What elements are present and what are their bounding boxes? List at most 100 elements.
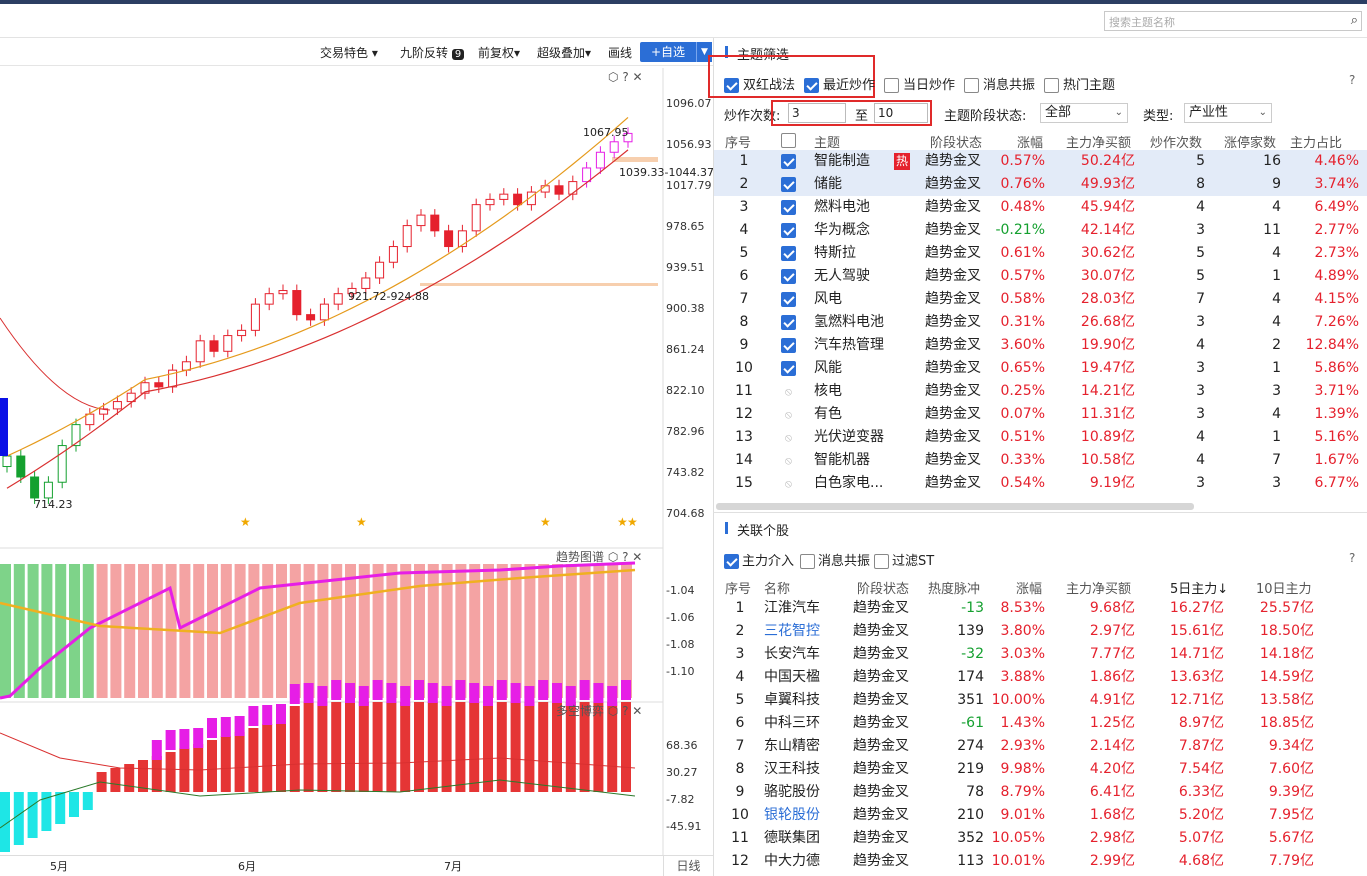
col-header[interactable]: 5日主力↓ [1170, 582, 1229, 597]
row-checkbox[interactable] [781, 177, 796, 192]
stock-name[interactable]: 中国天楹 [764, 669, 820, 685]
stock-name[interactable]: 中大力德 [764, 853, 820, 869]
stock-filter-1[interactable]: 消息共振 [800, 550, 870, 569]
type-select[interactable]: 产业性 ⌄ [1184, 103, 1272, 123]
help-icon[interactable]: ? [1349, 73, 1356, 87]
theme-search-input[interactable]: 搜索主题名称 ⌕ [1104, 11, 1362, 31]
theme-row[interactable]: 9 汽车热管理 趋势金叉 3.60% 19.90亿 4 2 12.84% [739, 337, 1359, 353]
theme-row[interactable]: 1 智能制造热趋势金叉 0.57% 50.24亿 5 16 4.46% [714, 150, 1367, 173]
stage-select[interactable]: 全部 ⌄ [1040, 103, 1128, 123]
row-checkbox[interactable] [781, 315, 796, 330]
stock-name[interactable]: 中科三环 [764, 715, 820, 731]
col-header[interactable]: 主力占比 [1290, 136, 1343, 151]
col-header[interactable]: 名称 [764, 582, 791, 597]
row-checkbox[interactable] [781, 154, 796, 169]
theme-row[interactable]: 6 无人驾驶 趋势金叉 0.57% 30.07亿 5 1 4.89% [739, 268, 1359, 284]
checkbox[interactable] [800, 554, 815, 569]
stock-row[interactable]: 2 三花智控 趋势金叉 139 3.80% 2.97亿 15.61亿 18.50亿 [714, 620, 1367, 643]
col-header[interactable]: 涨幅 [1017, 136, 1044, 151]
theme-row[interactable]: 3 燃料电池 趋势金叉 0.48% 45.94亿 4 4 6.49% [739, 199, 1359, 215]
col-header[interactable]: 主力净买额 [1066, 582, 1132, 597]
theme-row[interactable]: 14 ⦸ 智能机器 趋势金叉 0.33% 10.58亿 4 7 1.67% [735, 452, 1359, 468]
help-icon[interactable]: ? [1349, 551, 1356, 565]
horizontal-scrollbar[interactable] [716, 503, 1194, 510]
checkbox[interactable] [1044, 78, 1059, 93]
filter-3[interactable]: 消息共振 [964, 74, 1035, 93]
filter-2[interactable]: 当日炒作 [884, 74, 955, 93]
theme-row[interactable]: 13 ⦸ 光伏逆变器 趋势金叉 0.51% 10.89亿 4 1 5.16% [735, 429, 1359, 445]
count-from-input[interactable]: 3 [788, 103, 846, 123]
filter-4[interactable]: 热门主题 [1044, 74, 1115, 93]
stock-name[interactable]: 骆驼股份 [764, 784, 820, 800]
col-header[interactable]: 主题 [814, 136, 841, 151]
checkbox[interactable] [874, 554, 889, 569]
col-header[interactable]: 序号 [725, 582, 752, 597]
overlay-menu[interactable]: 超级叠加▾ [537, 46, 592, 60]
theme-row[interactable]: 8 氢燃料电池 趋势金叉 0.31% 26.68亿 3 4 7.26% [739, 314, 1359, 330]
checkbox[interactable] [964, 78, 979, 93]
row-checkbox[interactable] [781, 246, 796, 261]
row-checkbox[interactable] [781, 292, 796, 307]
theme-row[interactable]: 15 ⦸ 白色家电... 趋势金叉 0.54% 9.19亿 3 3 6.77% [735, 475, 1359, 491]
stock-name[interactable]: 东山精密 [764, 738, 820, 754]
checkbox[interactable] [804, 78, 819, 93]
checkbox[interactable] [724, 78, 739, 93]
draw-line-button[interactable]: 画线 [608, 46, 633, 60]
stock-row[interactable]: 6 中科三环 趋势金叉 -61 1.43% 1.25亿 8.97亿 18.85亿 [714, 712, 1367, 735]
row-checkbox[interactable] [781, 200, 796, 215]
col-header[interactable]: 主力净买额 [1066, 136, 1132, 151]
adjust-menu[interactable]: 前复权▾ [478, 46, 521, 60]
count-to-input[interactable]: 10 [874, 103, 928, 123]
stock-name[interactable]: 三花智控 [764, 623, 820, 639]
theme-row[interactable]: 12 ⦸ 有色 趋势金叉 0.07% 11.31亿 3 4 1.39% [735, 406, 1359, 422]
stock-row[interactable]: 7 东山精密 趋势金叉 274 2.93% 2.14亿 7.87亿 9.34亿 [714, 735, 1367, 758]
col-header[interactable]: 涨停家数 [1224, 136, 1277, 151]
theme-row[interactable]: 2 储能 趋势金叉 0.76% 49.93亿 8 9 3.74% [714, 173, 1367, 196]
filter-0[interactable]: 双红战法 [724, 74, 795, 93]
stock-filter-2[interactable]: 过滤ST [874, 550, 934, 569]
checkbox[interactable] [884, 78, 899, 93]
row-checkbox[interactable] [781, 338, 796, 353]
stock-name[interactable]: 德联集团 [764, 830, 820, 846]
col-header[interactable]: 涨幅 [1016, 582, 1043, 597]
row-checkbox[interactable] [781, 361, 796, 376]
stock-row[interactable]: 1 江淮汽车 趋势金叉 -13 8.53% 9.68亿 16.27亿 25.57亿 [714, 597, 1367, 620]
col-header[interactable]: 阶段状态 [930, 136, 983, 151]
trade-feature-menu[interactable]: 交易特色 ▾ [320, 46, 378, 60]
theme-row[interactable]: 7 风电 趋势金叉 0.58% 28.03亿 7 4 4.15% [739, 291, 1359, 307]
stock-row[interactable]: 8 汉王科技 趋势金叉 219 9.98% 4.20亿 7.54亿 7.60亿 [714, 758, 1367, 781]
search-icon[interactable]: ⌕ [1350, 13, 1358, 28]
filter-1[interactable]: 最近炒作 [804, 74, 875, 93]
col-header[interactable]: 阶段状态 [857, 582, 910, 597]
add-watchlist-button[interactable]: +自选 [640, 42, 696, 62]
stock-name[interactable]: 卓翼科技 [764, 692, 820, 708]
stock-row[interactable]: 4 中国天楹 趋势金叉 174 3.88% 1.86亿 13.63亿 14.59亿 [714, 666, 1367, 689]
stock-name[interactable]: 江淮汽车 [764, 600, 820, 616]
stock-row[interactable]: 3 长安汽车 趋势金叉 -32 3.03% 7.77亿 14.71亿 14.18亿 [714, 643, 1367, 666]
stock-name[interactable]: 汉王科技 [764, 761, 820, 777]
stock-row[interactable]: 10 银轮股份 趋势金叉 210 9.01% 1.68亿 5.20亿 7.95亿 [714, 804, 1367, 827]
theme-row[interactable]: 10 风能 趋势金叉 0.65% 19.47亿 3 1 5.86% [735, 360, 1359, 376]
col-header[interactable]: 热度脉冲 [928, 582, 981, 597]
stock-name[interactable]: 长安汽车 [764, 646, 820, 662]
stock-chart[interactable]: ★ ★ ★ ★ ★ [0, 68, 713, 876]
theme-row[interactable]: 11 ⦸ 核电 趋势金叉 0.25% 14.21亿 3 3 3.71% [735, 383, 1359, 399]
row-checkbox[interactable] [781, 269, 796, 284]
stock-row[interactable]: 12 中大力德 趋势金叉 113 10.01% 2.99亿 4.68亿 7.79亿 [714, 850, 1367, 873]
theme-row[interactable]: 5 特斯拉 趋势金叉 0.61% 30.62亿 5 4 2.73% [739, 245, 1359, 261]
period-button[interactable]: 日线 [663, 855, 713, 876]
stock-row[interactable]: 11 德联集团 趋势金叉 352 10.05% 2.98亿 5.07亿 5.67亿 [714, 827, 1367, 850]
row-checkbox[interactable] [781, 223, 796, 238]
col-header[interactable]: 炒作次数 [1150, 136, 1203, 151]
col-header[interactable]: 10日主力 [1256, 582, 1312, 597]
theme-row[interactable]: 4 华为概念 趋势金叉 -0.21% 42.14亿 3 11 2.77% [739, 222, 1359, 238]
stock-row[interactable]: 9 骆驼股份 趋势金叉 78 8.79% 6.41亿 6.33亿 9.39亿 [714, 781, 1367, 804]
col-header[interactable]: 序号 [725, 136, 752, 151]
stock-name[interactable]: 银轮股份 [764, 807, 820, 823]
checkbox[interactable] [724, 554, 739, 569]
nine-reversal-menu[interactable]: 九阶反转 9 [400, 44, 465, 61]
chart-panel-controls[interactable]: ⬡ ? ✕ [608, 70, 643, 84]
select-all-checkbox[interactable] [781, 133, 796, 148]
stock-filter-0[interactable]: 主力介入 [724, 550, 794, 569]
stock-row[interactable]: 5 卓翼科技 趋势金叉 351 10.00% 4.91亿 12.71亿 13.58亿 [714, 689, 1367, 712]
